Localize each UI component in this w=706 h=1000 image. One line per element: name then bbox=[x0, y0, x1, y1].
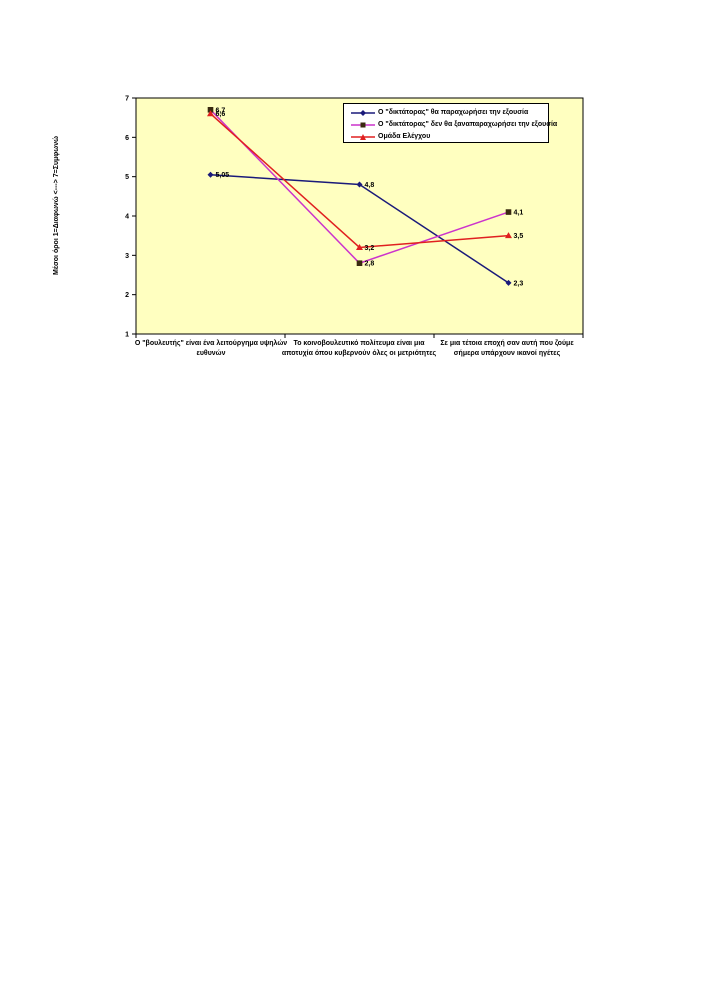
series-3-point bbox=[505, 232, 512, 239]
y-axis-title: Μέσοι όροι 1=Διαφωνώ <---> 7=Συμφωνώ bbox=[53, 135, 60, 275]
legend: Ο "δικτάτορας" θα παραχωρήσει την εξουσί… bbox=[343, 103, 557, 143]
y-tick-label: 4 bbox=[125, 214, 129, 221]
series-2-point bbox=[207, 107, 214, 113]
data-label: 2,3 bbox=[514, 280, 524, 287]
data-label: 5,05 bbox=[216, 172, 230, 179]
data-label: 6,7 bbox=[216, 107, 226, 114]
series-3-point bbox=[207, 110, 214, 117]
y-tick-label: 1 bbox=[125, 332, 129, 339]
legend-swatch-square-icon bbox=[351, 122, 375, 128]
legend-swatch-diamond-icon bbox=[351, 110, 375, 116]
series-1-point bbox=[505, 279, 512, 286]
legend-label-series-1: Ο "δικτάτορας" θα παραχωρήσει την εξουσί… bbox=[378, 109, 529, 116]
y-tick-label: 6 bbox=[125, 135, 129, 142]
series-1-point bbox=[207, 171, 214, 178]
series-1-point bbox=[356, 181, 363, 188]
series-2-point bbox=[505, 209, 512, 215]
y-tick-label: 2 bbox=[125, 292, 129, 299]
data-label: 4,8 bbox=[365, 182, 375, 189]
y-tick-label: 7 bbox=[125, 96, 129, 103]
legend-label-series-2: Ο "δικτάτορας" δεν θα ξαναπαραχωρήσει τη… bbox=[378, 121, 558, 128]
legend-item-series-1: Ο "δικτάτορας" θα παραχωρήσει την εξουσί… bbox=[344, 107, 550, 119]
series-2-point bbox=[356, 260, 363, 266]
data-label: 6,6 bbox=[216, 111, 226, 118]
y-tick-label: 3 bbox=[125, 253, 129, 260]
data-label: 3,2 bbox=[365, 245, 375, 252]
data-label: 2,8 bbox=[365, 261, 375, 268]
legend-item-series-2: Ο "δικτάτορας" δεν θα ξαναπαραχωρήσει τη… bbox=[344, 119, 557, 131]
x-category-label-3: Σε μια τέτοια εποχή σαν αυτή που ζούμε σ… bbox=[440, 340, 574, 357]
legend-label-series-3: Ομάδα Ελέγχου bbox=[378, 133, 431, 140]
series-3-point bbox=[356, 243, 363, 250]
x-category-label-2: Το κοινοβουλευτικό πολίτευμα είναι μια α… bbox=[281, 340, 437, 357]
data-label: 3,5 bbox=[514, 233, 524, 240]
legend-swatch-triangle-icon bbox=[351, 134, 375, 140]
legend-item-series-3: Ομάδα Ελέγχου bbox=[344, 131, 550, 143]
data-label: 4,1 bbox=[514, 210, 524, 217]
y-tick-label: 5 bbox=[125, 174, 129, 181]
x-category-label-1: Ο "βουλευτής" είναι ένα λειτούργημα υψηλ… bbox=[134, 340, 288, 357]
